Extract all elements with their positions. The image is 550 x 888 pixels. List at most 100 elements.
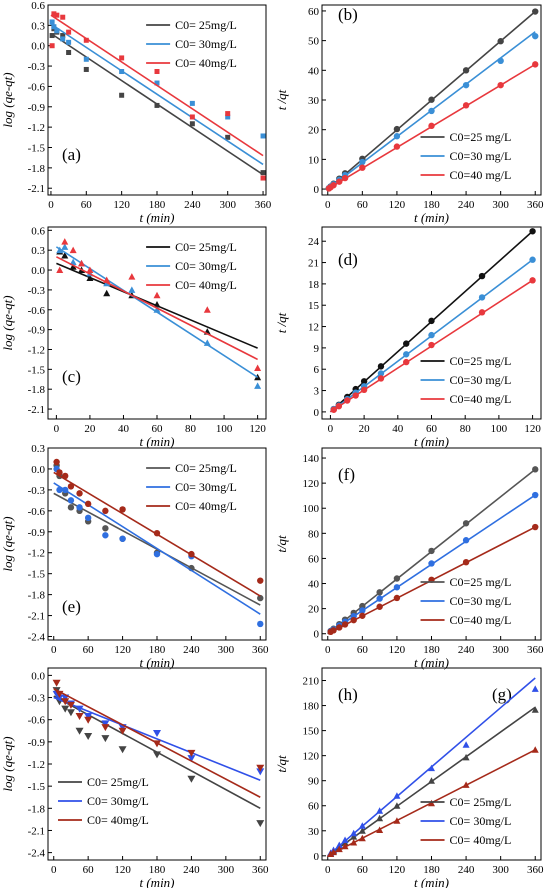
data-point <box>531 746 539 753</box>
data-point <box>359 612 366 619</box>
x-tick-label: 0 <box>328 423 334 435</box>
data-point <box>60 33 66 39</box>
data-point <box>61 243 69 250</box>
data-point <box>119 92 125 98</box>
data-point <box>260 175 266 181</box>
data-point <box>189 121 195 127</box>
y-tick-label: -1.2 <box>28 122 45 134</box>
data-point <box>153 729 161 737</box>
data-point <box>153 291 161 299</box>
y-tick-label: 60 <box>308 553 320 565</box>
data-point <box>256 768 265 776</box>
x-tick-label: 0 <box>51 864 57 876</box>
y-tick-label: -2.4 <box>28 848 46 860</box>
data-point <box>462 753 470 761</box>
x-tick-label: 80 <box>460 423 472 435</box>
data-point <box>187 775 196 783</box>
data-point <box>103 276 111 283</box>
data-point <box>254 382 262 389</box>
x-tick-label: 240 <box>458 644 475 656</box>
data-point <box>84 716 93 724</box>
x-axis-label: t (min) <box>414 655 449 670</box>
y-tick-label: -1.5 <box>28 143 46 155</box>
x-tick-label: 20 <box>359 423 371 435</box>
data-point <box>254 364 262 372</box>
y-tick-label: 120 <box>303 751 320 763</box>
data-point <box>341 174 349 182</box>
x-tick-label: 40 <box>392 423 404 435</box>
data-point <box>377 375 385 382</box>
data-point <box>119 55 125 61</box>
data-point <box>376 589 383 596</box>
y-tick-label: 0.6 <box>31 225 45 237</box>
data-point <box>61 251 69 259</box>
data-point <box>529 277 536 284</box>
data-point <box>56 266 64 274</box>
panel-label: (g) <box>492 685 512 704</box>
data-point <box>358 827 366 834</box>
data-point <box>60 14 66 20</box>
data-point <box>256 820 265 828</box>
panel-label: (f) <box>338 465 355 484</box>
x-tick-label: 360 <box>252 864 269 876</box>
data-point <box>341 836 349 843</box>
x-tick-label: 180 <box>149 864 166 876</box>
y-tick-label: -1.8 <box>28 384 46 396</box>
data-point <box>529 256 536 263</box>
y-axis-label: t/qt <box>274 755 289 773</box>
data-point <box>376 807 384 814</box>
data-point <box>56 246 64 254</box>
data-point <box>103 289 111 297</box>
y-tick-label: 0.0 <box>31 464 45 476</box>
data-point <box>462 81 470 89</box>
y-tick-label: 60 <box>308 6 320 18</box>
x-tick-label: 180 <box>423 864 440 876</box>
y-tick-label: -0.6 <box>28 305 46 317</box>
data-point <box>101 735 110 743</box>
data-point <box>66 39 72 45</box>
x-tick-label: 360 <box>527 199 544 211</box>
y-tick-label: -0.6 <box>28 81 46 93</box>
legend-entry: C0=30 mg/L <box>450 373 512 387</box>
data-point <box>462 781 470 788</box>
data-point <box>532 8 539 15</box>
data-point <box>75 713 84 720</box>
data-point <box>203 339 211 346</box>
legend-entry: C0=25 mg/L <box>450 575 512 589</box>
data-point <box>225 114 231 120</box>
y-axis-label: t/qt <box>274 535 289 553</box>
data-point <box>67 497 75 504</box>
y-tick-label: 30 <box>308 95 320 107</box>
legend-entry: C0=30 mg/L <box>450 594 512 608</box>
y-tick-label: 210 <box>303 676 320 688</box>
y-tick-label: -0.3 <box>28 61 46 73</box>
data-point <box>360 378 368 385</box>
data-point <box>403 358 410 366</box>
data-point <box>54 28 60 34</box>
legend-entry: C0= 30mg/L <box>175 480 237 494</box>
data-point <box>55 690 64 698</box>
data-point <box>532 32 539 40</box>
x-tick-label: 80 <box>185 423 197 435</box>
data-point <box>154 102 160 108</box>
y-tick-label: 90 <box>308 776 320 788</box>
data-point <box>350 616 357 624</box>
data-point <box>75 705 84 713</box>
y-tick-label: 30 <box>308 826 320 838</box>
data-point <box>153 529 161 537</box>
x-tick-label: 180 <box>423 199 440 211</box>
y-tick-label: 20 <box>308 604 320 616</box>
data-point <box>428 96 435 103</box>
data-point <box>86 266 94 274</box>
x-tick-label: 120 <box>249 423 266 435</box>
data-point <box>78 259 86 267</box>
legend-entry: C0= 40mg/L <box>175 56 237 70</box>
data-point <box>61 238 69 245</box>
data-point <box>393 584 401 591</box>
data-point <box>54 12 60 18</box>
data-point <box>154 69 160 74</box>
x-tick-label: 300 <box>218 644 235 656</box>
data-point <box>462 520 470 527</box>
x-tick-label: 0 <box>325 864 331 876</box>
